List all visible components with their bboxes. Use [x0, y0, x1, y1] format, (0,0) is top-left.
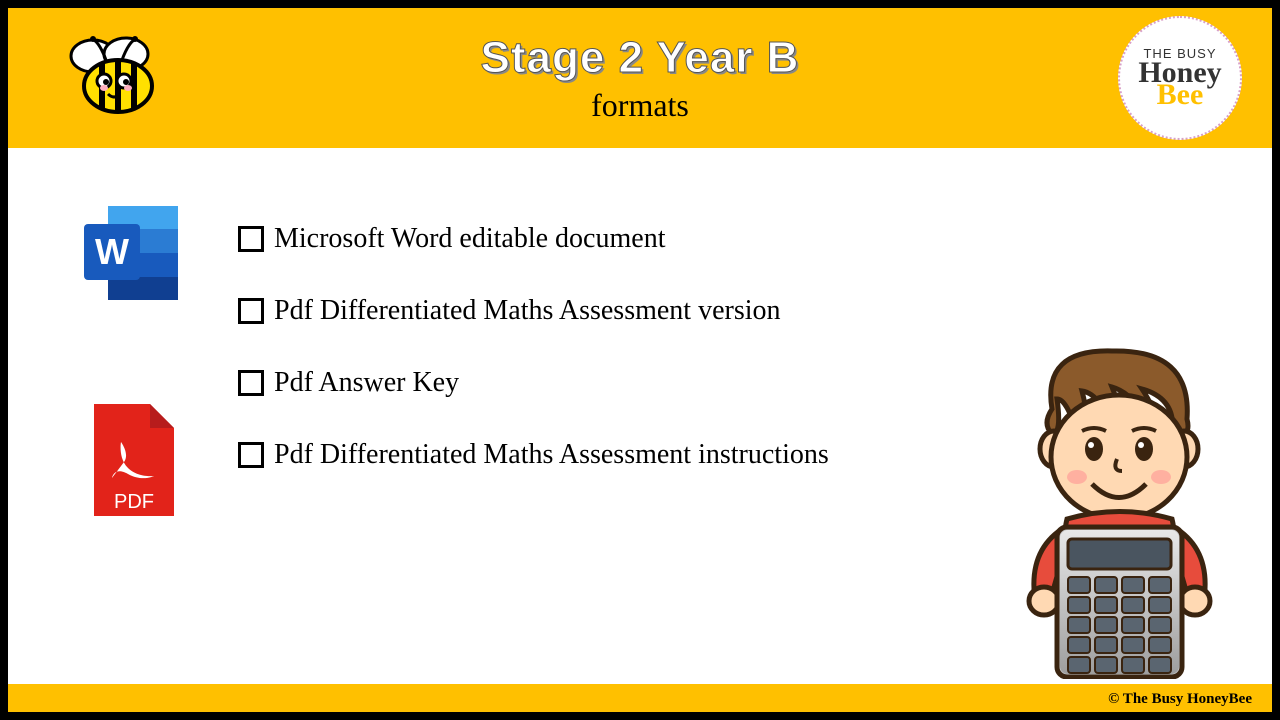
page-subtitle: formats	[481, 87, 800, 124]
list-item-label: Pdf Answer Key	[274, 367, 459, 399]
logo-line3: Bee	[1157, 80, 1204, 110]
list-item: Pdf Answer Key	[238, 367, 829, 399]
page-title: Stage 2 Year B	[481, 33, 800, 83]
slide-frame: Stage 2 Year B formats THE BUSY Honey Be…	[0, 0, 1280, 720]
copyright-text: © The Busy HoneyBee	[1108, 691, 1252, 708]
list-item-label: Pdf Differentiated Maths Assessment inst…	[274, 439, 829, 471]
word-icon: W	[78, 198, 188, 313]
list-item-label: Pdf Differentiated Maths Assessment vers…	[274, 295, 781, 327]
kid-calculator-illustration	[962, 339, 1242, 684]
checkbox-icon	[238, 226, 264, 252]
checkbox-icon	[238, 370, 264, 396]
checkbox-icon	[238, 298, 264, 324]
footer-bar	[8, 684, 1272, 712]
checkbox-icon	[238, 442, 264, 468]
pdf-label: PDF	[114, 491, 154, 513]
title-block: Stage 2 Year B formats	[481, 33, 800, 124]
header-bar: Stage 2 Year B formats THE BUSY Honey Be…	[8, 8, 1272, 148]
pdf-icon: PDF	[86, 400, 181, 525]
list-item: Microsoft Word editable document	[238, 223, 829, 255]
word-letter: W	[95, 231, 129, 272]
brand-logo: THE BUSY Honey Bee	[1118, 16, 1242, 140]
list-item: Pdf Differentiated Maths Assessment inst…	[238, 439, 829, 471]
list-item: Pdf Differentiated Maths Assessment vers…	[238, 295, 829, 327]
format-list: Microsoft Word editable document Pdf Dif…	[238, 223, 829, 511]
bee-icon	[58, 26, 178, 131]
list-item-label: Microsoft Word editable document	[274, 223, 665, 255]
